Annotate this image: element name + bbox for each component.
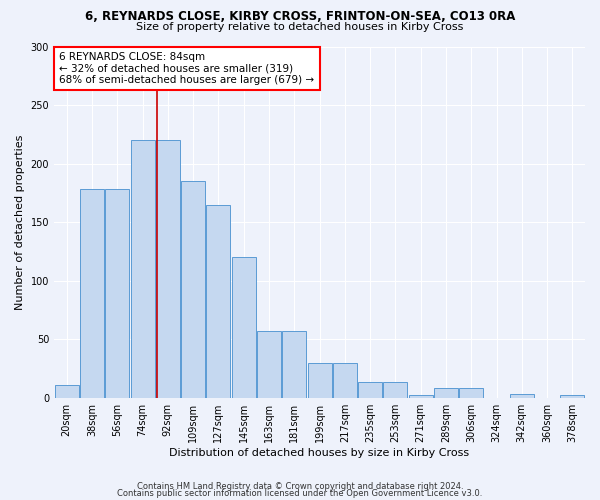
Bar (434, 388, 458, 398)
Bar (383, 382, 407, 398)
Bar (358, 382, 382, 398)
X-axis label: Distribution of detached houses by size in Kirby Cross: Distribution of detached houses by size … (169, 448, 470, 458)
Text: 6, REYNARDS CLOSE, KIRBY CROSS, FRINTON-ON-SEA, CO13 0RA: 6, REYNARDS CLOSE, KIRBY CROSS, FRINTON-… (85, 10, 515, 23)
Bar (510, 394, 534, 398)
Bar (80, 190, 104, 398)
Bar (131, 140, 155, 398)
Bar (156, 140, 180, 398)
Text: Contains HM Land Registry data © Crown copyright and database right 2024.: Contains HM Land Registry data © Crown c… (137, 482, 463, 491)
Bar (232, 257, 256, 398)
Bar (333, 362, 357, 398)
Bar (560, 396, 584, 398)
Y-axis label: Number of detached properties: Number of detached properties (15, 134, 25, 310)
Bar (55, 385, 79, 398)
Text: Contains public sector information licensed under the Open Government Licence v3: Contains public sector information licen… (118, 489, 482, 498)
Bar (206, 204, 230, 398)
Text: 6 REYNARDS CLOSE: 84sqm
← 32% of detached houses are smaller (319)
68% of semi-d: 6 REYNARDS CLOSE: 84sqm ← 32% of detache… (59, 52, 314, 85)
Bar (282, 331, 306, 398)
Text: Size of property relative to detached houses in Kirby Cross: Size of property relative to detached ho… (136, 22, 464, 32)
Bar (257, 331, 281, 398)
Bar (308, 362, 332, 398)
Bar (459, 388, 483, 398)
Bar (409, 396, 433, 398)
Bar (181, 181, 205, 398)
Bar (105, 190, 129, 398)
